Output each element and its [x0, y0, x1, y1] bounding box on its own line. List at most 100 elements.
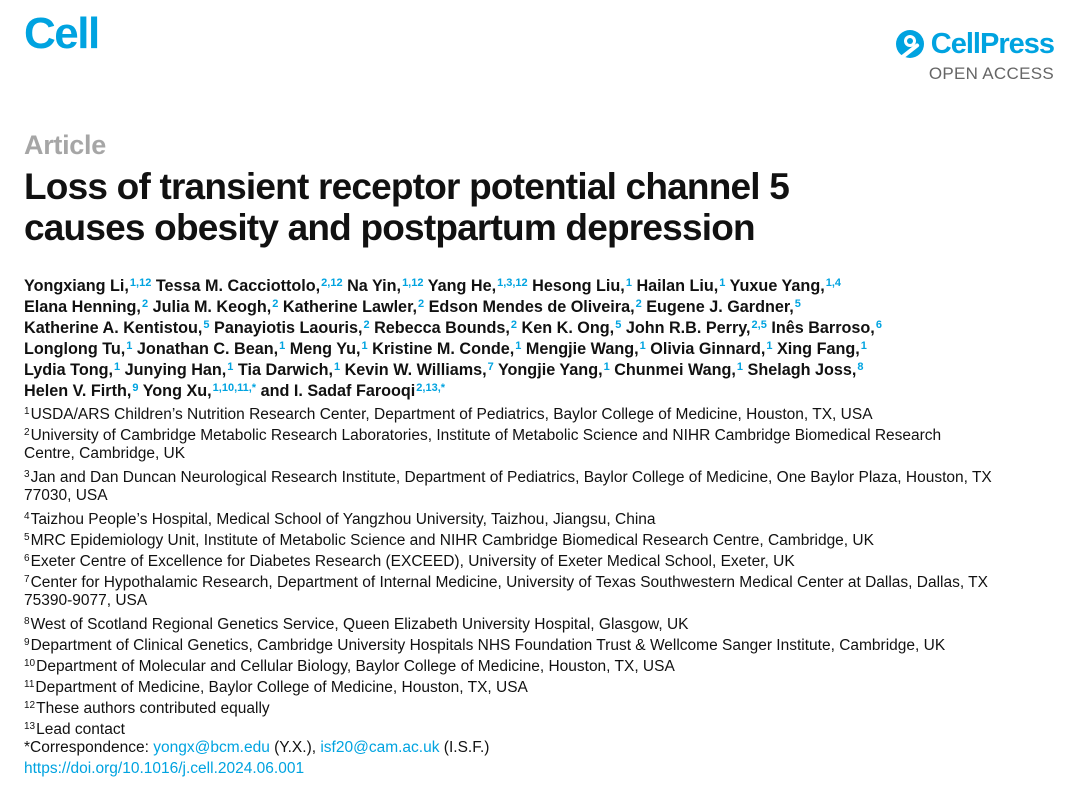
- author-name: Katherine Lawler,: [282, 298, 417, 316]
- author: Edson Mendes de Oliveira,2: [429, 298, 642, 316]
- author-affiliation-marker[interactable]: 2: [510, 319, 518, 331]
- author-name: Yuxue Yang,: [729, 277, 825, 295]
- author-affiliation-marker[interactable]: 1: [515, 340, 522, 352]
- author: Yang He,1,3,12: [428, 277, 528, 295]
- affiliation-number: 13: [24, 721, 36, 732]
- author-affiliation-marker[interactable]: 5: [794, 298, 801, 310]
- author-name: Meng Yu,: [289, 340, 361, 358]
- author-affiliation-marker[interactable]: 2: [635, 298, 642, 310]
- author: Mengjie Wang,1: [526, 340, 646, 358]
- author-name: Yang He,: [427, 277, 497, 295]
- author-affiliation-marker[interactable]: 2: [141, 298, 149, 310]
- affiliation: 1USDA/ARS Children’s Nutrition Research …: [24, 401, 1064, 423]
- affiliation: 5MRC Epidemiology Unit, Institute of Met…: [24, 527, 1064, 549]
- author: Ken K. Ong,5: [522, 319, 622, 337]
- affiliation: 8West of Scotland Regional Genetics Serv…: [24, 611, 1064, 633]
- author-affiliation-marker[interactable]: 8: [857, 361, 864, 373]
- affiliation-continuation: 77030, USA: [24, 487, 108, 504]
- author-affiliation-marker[interactable]: 9: [132, 382, 139, 394]
- affiliation-text: Department of Clinical Genetics, Cambrid…: [30, 637, 946, 654]
- author-affiliation-marker[interactable]: 1: [736, 361, 744, 373]
- author-name: Mengjie Wang,: [525, 340, 639, 358]
- author-name: Hailan Liu,: [636, 277, 719, 295]
- author-affiliation-marker[interactable]: 1,12: [402, 277, 424, 289]
- author-affiliation-marker[interactable]: 2,12: [321, 277, 343, 289]
- email-link-2[interactable]: isf20@cam.ac.uk: [320, 739, 440, 756]
- author-affiliation-marker[interactable]: 2,13,*: [416, 382, 446, 394]
- affiliation-text: Exeter Centre of Excellence for Diabetes…: [30, 553, 795, 570]
- author-line: Elana Henning,2 Julia M. Keogh,2 Katheri…: [24, 294, 1064, 316]
- author: Helen V. Firth,9: [24, 382, 138, 400]
- author-affiliation-marker[interactable]: 2: [363, 319, 370, 331]
- email-link-1[interactable]: yongx@bcm.edu: [153, 739, 270, 756]
- affiliation-continuation: 75390-9077, USA: [24, 592, 148, 609]
- author-name: Helen V. Firth,: [24, 382, 132, 400]
- author: Eugene J. Gardner,5: [646, 298, 801, 316]
- publisher-name: CellPress: [930, 27, 1055, 60]
- doi-link[interactable]: https://doi.org/10.1016/j.cell.2024.06.0…: [24, 760, 305, 777]
- affiliation-text: Department of Medicine, Baylor College o…: [35, 679, 528, 696]
- author-affiliation-marker[interactable]: 1: [625, 277, 632, 289]
- author-affiliation-marker[interactable]: 1: [766, 340, 773, 352]
- author-affiliation-marker[interactable]: 1: [719, 277, 726, 289]
- author-name: Rebecca Bounds,: [374, 319, 510, 337]
- journal-logo: Cell: [24, 9, 100, 58]
- author-affiliation-marker[interactable]: 5: [615, 319, 622, 331]
- author-affiliation-marker[interactable]: 1,12: [129, 277, 152, 289]
- author-affiliation-marker[interactable]: 2: [272, 298, 279, 310]
- author-affiliation-marker[interactable]: 1: [361, 340, 368, 352]
- author-affiliation-marker[interactable]: 5: [203, 319, 210, 331]
- author-affiliation-marker[interactable]: 2,5: [751, 319, 767, 331]
- author-affiliation-marker[interactable]: 1: [227, 361, 234, 373]
- author-name: Yong Xu,: [142, 382, 212, 400]
- publisher-logo: CellPress OPEN ACCESS: [874, 27, 1055, 87]
- affiliation-text: University of Cambridge Metabolic Resear…: [30, 427, 942, 444]
- author: Kevin W. Williams,7: [345, 361, 494, 379]
- affiliation-number: 6: [24, 553, 30, 564]
- author-line: Lydia Tong,1 Junying Han,1 Tia Darwich,1…: [24, 357, 1064, 379]
- author: Kristine M. Conde,1: [372, 340, 521, 358]
- affiliation: 6Exeter Centre of Excellence for Diabete…: [24, 548, 1064, 570]
- affiliation: 13Lead contact: [24, 716, 1064, 738]
- author-affiliation-marker[interactable]: 1: [639, 340, 646, 352]
- author-affiliation-marker[interactable]: 1: [333, 361, 341, 373]
- author-affiliation-marker[interactable]: 1: [114, 361, 121, 373]
- affiliation-text: Center for Hypothalamic Research, Depart…: [30, 574, 988, 591]
- author-affiliation-marker[interactable]: 1,10,11,*: [212, 382, 257, 394]
- affiliation-number: 9: [24, 637, 30, 648]
- author: Longlong Tu,1: [24, 340, 132, 358]
- author-affiliation-marker[interactable]: 7: [487, 361, 494, 373]
- author-affiliation-marker[interactable]: 1: [860, 340, 867, 352]
- author-name: Lydia Tong,: [24, 361, 114, 379]
- author-name: Ken K. Ong,: [521, 319, 615, 337]
- author-name: Julia M. Keogh,: [152, 298, 272, 316]
- author-affiliation-marker[interactable]: 1,3,12: [497, 277, 528, 289]
- affiliation-text: USDA/ARS Children’s Nutrition Research C…: [30, 406, 873, 423]
- author-name: Edson Mendes de Oliveira,: [428, 298, 635, 316]
- affiliation-number: 7: [24, 574, 30, 585]
- author-line: Katherine A. Kentistou,5 Panayiotis Laou…: [24, 315, 1064, 337]
- author-affiliation-marker[interactable]: 1: [603, 361, 610, 373]
- author: Elana Henning,2: [24, 298, 148, 316]
- author-affiliation-marker[interactable]: 1: [279, 340, 286, 352]
- author: Shelagh Joss,8: [748, 361, 864, 379]
- affiliation: 10Department of Molecular and Cellular B…: [24, 653, 1064, 675]
- author-list: Yongxiang Li,1,12 Tessa M. Cacciottolo,2…: [24, 273, 1064, 400]
- author-affiliation-marker[interactable]: 2: [417, 298, 425, 310]
- author-name: Katherine A. Kentistou,: [24, 319, 203, 337]
- affiliation-number: 11: [24, 679, 35, 690]
- author-name: Na Yin,: [347, 277, 402, 295]
- author-name: Kristine M. Conde,: [372, 340, 515, 358]
- affiliation: 3Jan and Dan Duncan Neurological Researc…: [24, 464, 1064, 486]
- author-name: Shelagh Joss,: [747, 361, 857, 379]
- author-affiliation-marker[interactable]: 1,4: [825, 277, 842, 289]
- author-name: Yongxiang Li,: [24, 277, 129, 295]
- author: Chunmei Wang,1: [614, 361, 743, 379]
- author-affiliation-marker[interactable]: 6: [875, 319, 882, 331]
- author: Yongjie Yang,1: [498, 361, 610, 379]
- author-name: and I. Sadaf Farooqi: [260, 382, 416, 400]
- author-name: John R.B. Perry,: [625, 319, 751, 337]
- author-affiliation-marker[interactable]: 1: [126, 340, 133, 352]
- author-line: Yongxiang Li,1,12 Tessa M. Cacciottolo,2…: [24, 273, 1064, 295]
- affiliation: 11Department of Medicine, Baylor College…: [24, 674, 1064, 696]
